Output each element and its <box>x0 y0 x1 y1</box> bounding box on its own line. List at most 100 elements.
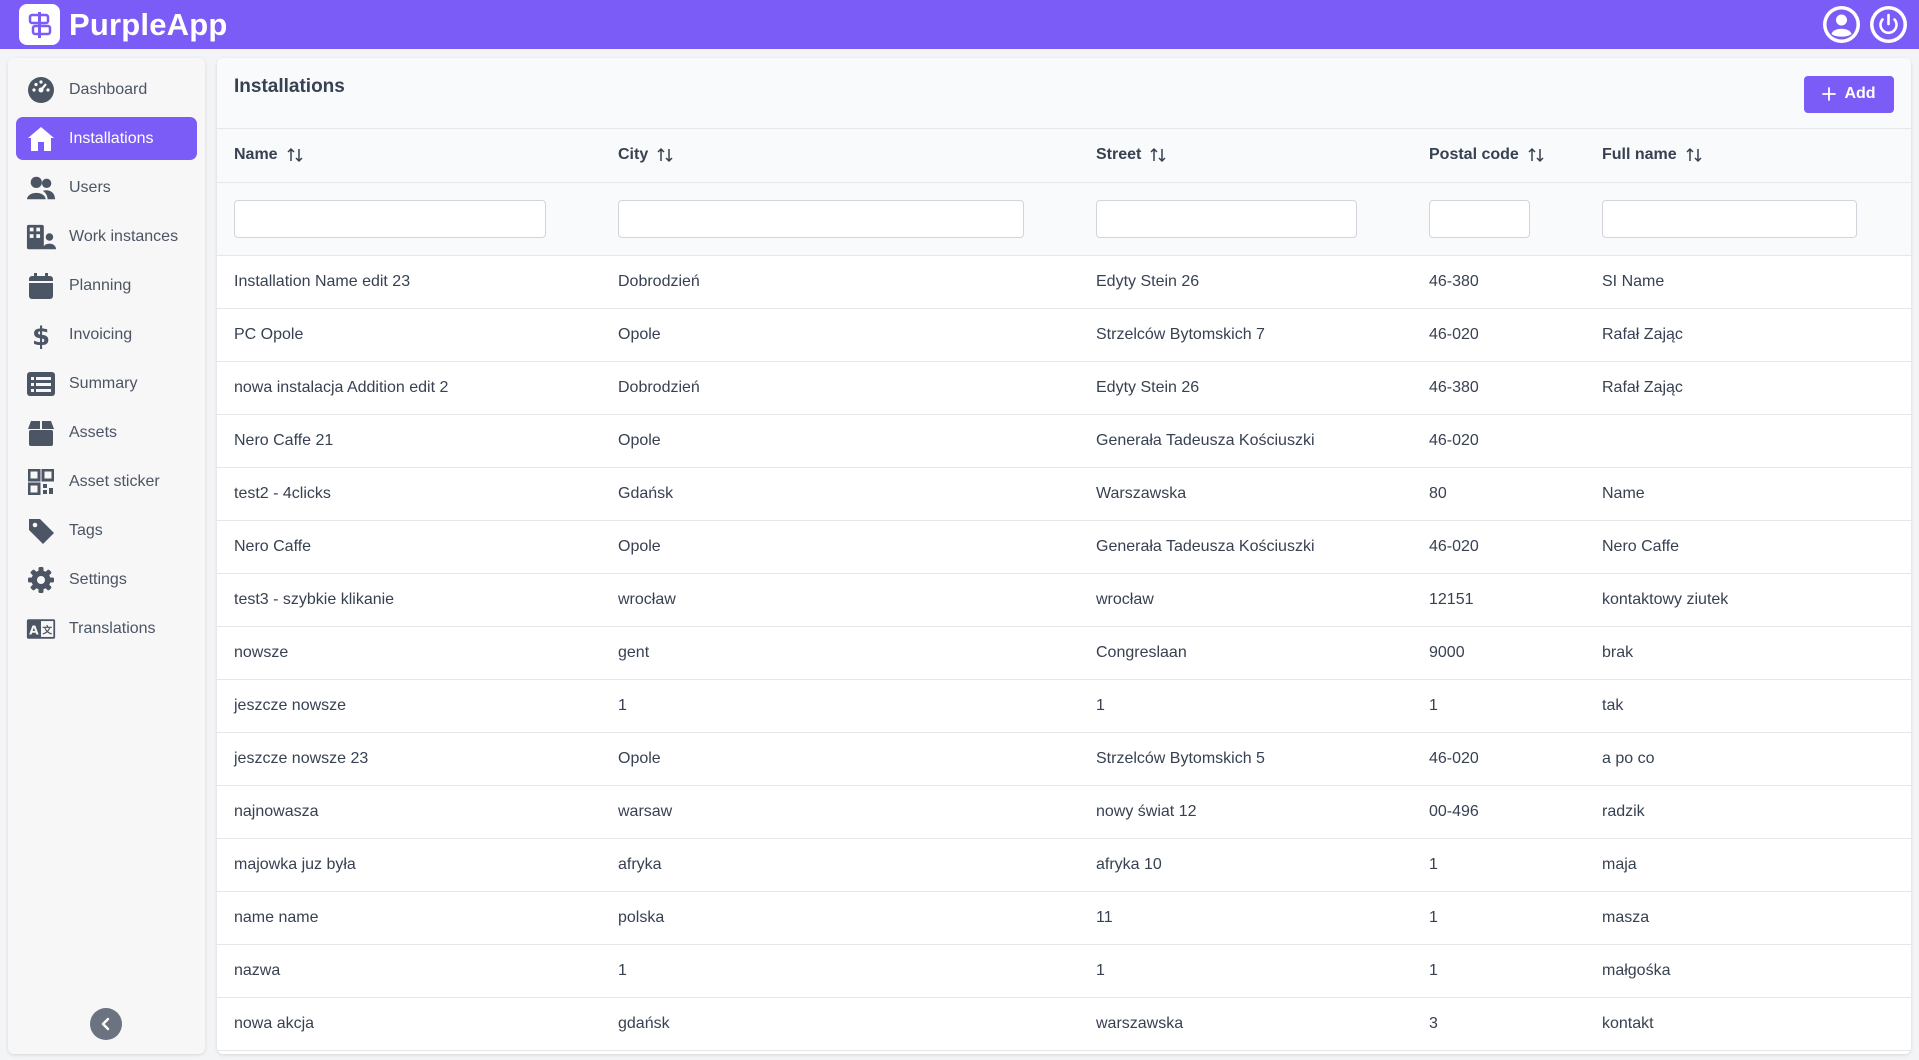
cell-postal-code: 1 <box>1412 679 1585 733</box>
power-icon[interactable] <box>1870 6 1907 43</box>
sidebar-item-label: Settings <box>69 570 127 588</box>
cell-full-name: maja <box>1585 838 1911 892</box>
table-row[interactable]: najnowasza warsaw nowy świat 12 00-496 r… <box>217 785 1911 839</box>
dollar-icon: $ <box>26 320 56 350</box>
sidebar-item-invoicing[interactable]: $ Invoicing <box>16 313 197 356</box>
sidebar-item-planning[interactable]: Planning <box>16 264 197 307</box>
cell-postal-code: 12151 <box>1412 573 1585 627</box>
table-row[interactable]: nowsze gent Congreslaan 9000 brak <box>217 626 1911 680</box>
cell-street: Generała Tadeusza Kościuszki <box>1079 520 1412 574</box>
full-name-filter-input[interactable] <box>1602 199 1857 238</box>
table-row[interactable]: Nero Caffe 21 Opole Generała Tadeusza Ko… <box>217 414 1911 468</box>
cell-name: name name <box>217 891 601 945</box>
plus-icon <box>1822 87 1837 101</box>
sidebar-item-label: Users <box>69 178 111 196</box>
cell-street: 1 <box>1079 679 1412 733</box>
cell-postal-code: 80 <box>1412 467 1585 521</box>
cell-street: Edyty Stein 26 <box>1079 361 1412 415</box>
cell-city: wrocław <box>601 573 1079 627</box>
table-row[interactable]: jeszcze nowsze 1 1 1 tak <box>217 679 1911 733</box>
cell-name: nowa instalacja Addition edit 2 <box>217 361 601 415</box>
calendar-icon <box>26 271 56 301</box>
app-logo-icon <box>19 4 60 45</box>
cell-city: gdańsk <box>601 997 1079 1051</box>
table-row[interactable]: nazwa 1 1 1 małgośka <box>217 944 1911 998</box>
sidebar-item-work-instances[interactable]: Work instances <box>16 215 197 258</box>
sidebar-item-label: Invoicing <box>69 325 133 343</box>
sidebar-item-tags[interactable]: Tags <box>16 509 197 552</box>
app-name: PurpleApp <box>69 6 228 42</box>
cell-street: Congreslaan <box>1079 626 1412 680</box>
cell-full-name <box>1585 414 1911 468</box>
cell-name: test2 - 4clicks <box>217 467 601 521</box>
user-circle-icon[interactable] <box>1823 6 1860 43</box>
panel-header: Installations Add <box>217 58 1911 129</box>
cell-city: Opole <box>601 414 1079 468</box>
sidebar-item-dashboard[interactable]: Dashboard <box>16 68 197 111</box>
cell-city: Dobrodzień <box>601 361 1079 415</box>
cell-postal-code: 1 <box>1412 891 1585 945</box>
cell-street: nowy świat 12 <box>1079 785 1412 839</box>
cell-street: Generała Tadeusza Kościuszki <box>1079 414 1412 468</box>
sidebar-item-label: Tags <box>69 521 103 539</box>
sidebar-item-assets[interactable]: Assets <box>16 411 197 454</box>
cell-postal-code: 46-020 <box>1412 732 1585 786</box>
sidebar-item-users[interactable]: Users <box>16 166 197 209</box>
sidebar-item-settings[interactable]: Settings <box>16 558 197 601</box>
sidebar-item-installations[interactable]: Installations <box>16 117 197 160</box>
filter-row <box>217 182 1911 256</box>
table-row[interactable]: test3 - szybkie klikanie wrocław wrocław… <box>217 573 1911 627</box>
svg-text:文: 文 <box>42 623 52 636</box>
table-row[interactable]: nowa akcja gdańsk warszawska 3 kontakt <box>217 997 1911 1051</box>
cell-city: Opole <box>601 520 1079 574</box>
table-row[interactable]: majowka juz była afryka afryka 10 1 maja <box>217 838 1911 892</box>
sidebar-item-asset-sticker[interactable]: Asset sticker <box>16 460 197 503</box>
table-header-row: Name City Street Postal code Full name <box>217 129 1911 183</box>
table-row[interactable]: test2 - 4clicks Gdańsk Warszawska 80 Nam… <box>217 467 1911 521</box>
cell-full-name: brak <box>1585 626 1911 680</box>
tag-icon <box>26 516 56 546</box>
box-icon <box>26 418 56 448</box>
cell-street: wrocław <box>1079 573 1412 627</box>
sidebar-item-summary[interactable]: Summary <box>16 362 197 405</box>
column-header-label: City <box>618 146 649 164</box>
cell-name: nowa akcja <box>217 997 601 1051</box>
sidebar-nav: Dashboard Installations Users Work insta… <box>8 58 205 650</box>
name-filter-input[interactable] <box>234 199 546 238</box>
cell-city: Opole <box>601 732 1079 786</box>
cell-full-name: SI Name <box>1585 255 1911 309</box>
column-header-city[interactable]: City <box>601 129 1079 183</box>
cell-postal-code: 1 <box>1412 838 1585 892</box>
table-row[interactable]: Installation Name edit 23 Dobrodzień Edy… <box>217 255 1911 309</box>
column-header-street[interactable]: Street <box>1079 129 1412 183</box>
sidebar-item-label: Assets <box>69 423 118 441</box>
table-row[interactable]: name name polska 11 1 masza <box>217 891 1911 945</box>
column-header-postal-code[interactable]: Postal code <box>1412 129 1585 183</box>
column-header-full-name[interactable]: Full name <box>1585 129 1911 183</box>
table-row[interactable]: jeszcze nowsze 23 Opole Strzelców Bytoms… <box>217 732 1911 786</box>
cell-name: Installation Name edit 23 <box>217 255 601 309</box>
cell-name: Nero Caffe 21 <box>217 414 601 468</box>
collapse-sidebar-button[interactable] <box>90 1008 122 1040</box>
gear-icon <box>26 565 56 595</box>
add-button[interactable]: Add <box>1804 75 1894 113</box>
brand[interactable]: PurpleApp <box>19 4 228 45</box>
cell-name: nowsze <box>217 626 601 680</box>
column-header-label: Full name <box>1602 146 1677 164</box>
cell-name: majowka juz była <box>217 838 601 892</box>
city-filter-input[interactable] <box>618 199 1024 238</box>
table-row[interactable]: Nero Caffe Opole Generała Tadeusza Kości… <box>217 520 1911 574</box>
postal-code-filter-input[interactable] <box>1429 199 1530 238</box>
page-title: Installations <box>234 76 345 97</box>
cell-street: 11 <box>1079 891 1412 945</box>
sidebar-item-label: Translations <box>69 619 156 637</box>
street-filter-input[interactable] <box>1096 199 1357 238</box>
column-header-name[interactable]: Name <box>217 129 601 183</box>
table-row[interactable]: PC Opole Opole Strzelców Bytomskich 7 46… <box>217 308 1911 362</box>
table-row[interactable]: nowa instalacja Addition edit 2 Dobrodzi… <box>217 361 1911 415</box>
cell-name: Nero Caffe <box>217 520 601 574</box>
cell-full-name: masza <box>1585 891 1911 945</box>
cell-name: nazwa <box>217 944 601 998</box>
